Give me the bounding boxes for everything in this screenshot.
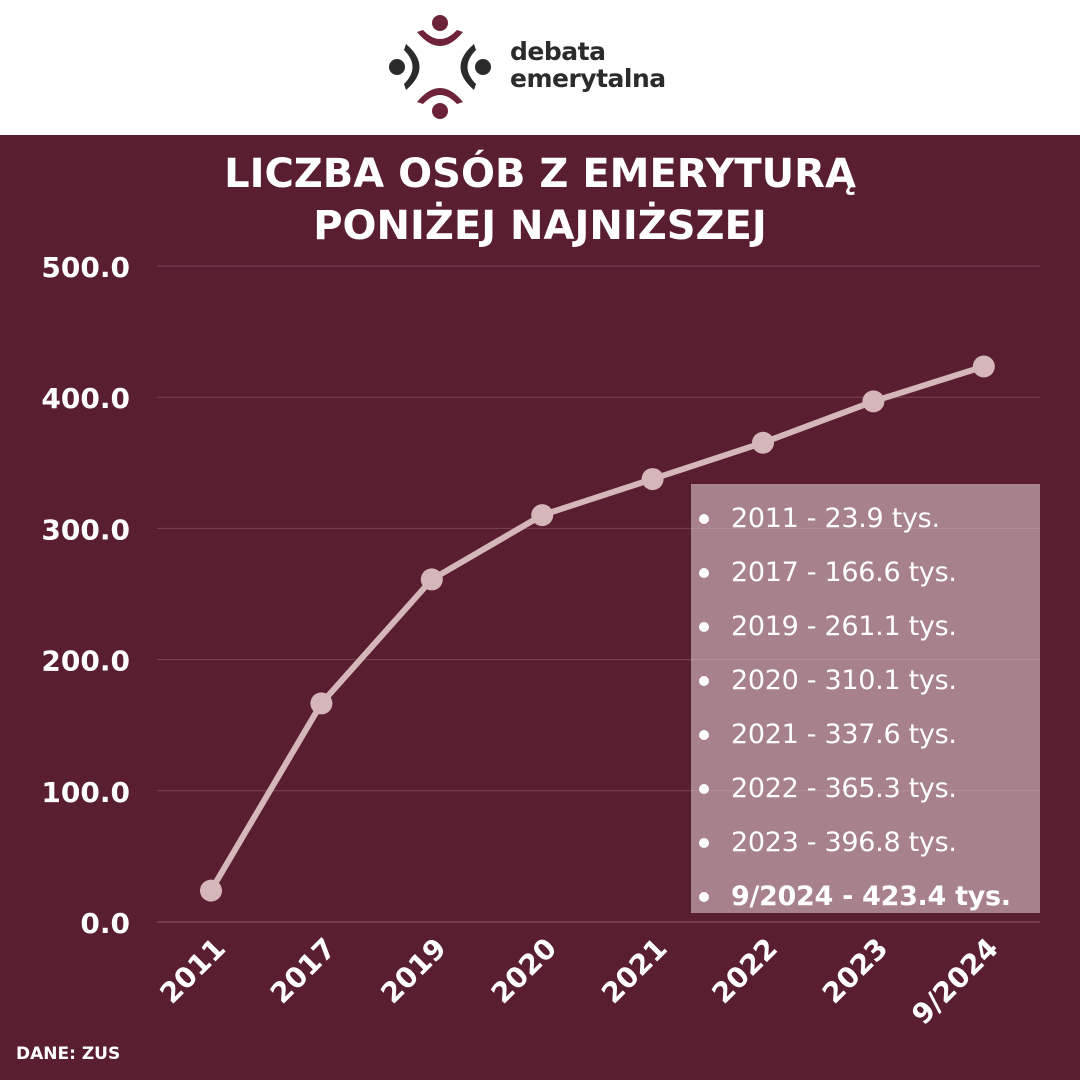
x-tick-label: 2017 <box>264 932 342 1010</box>
data-point <box>972 355 995 378</box>
legend-item-label: 2019 - 261.1 tys. <box>731 611 957 642</box>
data-point <box>752 431 774 454</box>
bullet-icon <box>699 676 709 686</box>
legend-item: 9/2024 - 423.4 tys. <box>691 870 1040 924</box>
y-tick-label: 500.0 <box>41 251 130 284</box>
data-point <box>200 879 222 902</box>
legend-item: 2022 - 365.3 tys. <box>691 762 1040 816</box>
bullet-icon <box>699 892 709 902</box>
brand-name-line1: debata <box>510 37 606 66</box>
header-bar: debata emerytalna <box>0 0 1080 135</box>
brand-name-line2: emerytalna <box>510 64 666 93</box>
legend-item-label: 2021 - 337.6 tys. <box>731 719 957 750</box>
series-line <box>208 363 987 894</box>
data-legend-box: 2011 - 23.9 tys. 2017 - 166.6 tys. 2019 - … <box>691 484 1040 913</box>
bullet-icon <box>699 514 709 524</box>
brand-name: debata emerytalna <box>510 38 666 92</box>
bullet-icon <box>699 730 709 740</box>
x-tick-label: 2023 <box>816 932 894 1010</box>
legend-item: 2017 - 166.6 tys. <box>691 546 1040 600</box>
x-tick-label: 2019 <box>374 932 452 1010</box>
legend-item: 2020 - 310.1 tys. <box>691 654 1040 708</box>
chart-title: LICZBA OSÓB Z EMERYTURĄ PONIŻEJ NAJNIŻSZ… <box>0 148 1080 252</box>
bullet-icon <box>699 568 709 578</box>
legend-item-label: 2020 - 310.1 tys. <box>731 665 957 696</box>
x-tick-label: 9/2024 <box>905 932 1004 1031</box>
y-tick-label: 0.0 <box>80 907 130 940</box>
legend-item-label: 2011 - 23.9 tys. <box>731 503 940 534</box>
legend-item: 2011 - 23.9 tys. <box>691 492 1040 546</box>
x-tick-label: 2021 <box>595 932 673 1010</box>
x-tick-label: 2011 <box>154 932 232 1010</box>
x-tick-label: 2020 <box>485 932 563 1010</box>
bullet-icon <box>699 784 709 794</box>
data-point <box>420 568 443 591</box>
four-people-circle-icon <box>389 15 491 119</box>
data-point <box>531 504 554 527</box>
y-tick-label: 300.0 <box>41 513 130 546</box>
legend-item: 2019 - 261.1 tys. <box>691 600 1040 654</box>
y-tick-label: 200.0 <box>41 645 130 678</box>
bullet-icon <box>699 838 709 848</box>
data-point <box>641 468 664 491</box>
y-tick-label: 100.0 <box>41 776 130 809</box>
legend-item: 2021 - 337.6 tys. <box>691 708 1040 762</box>
y-tick-label: 400.0 <box>41 382 130 415</box>
legend-item-label: 2017 - 166.6 tys. <box>731 557 957 588</box>
data-source: DANE: ZUS <box>16 1044 121 1064</box>
legend-item-label: 2022 - 365.3 tys. <box>731 773 957 804</box>
chart-title-line1: LICZBA OSÓB Z EMERYTURĄ <box>224 151 856 197</box>
legend-item-label: 2023 - 396.8 tys. <box>731 827 957 858</box>
x-tick-label: 2022 <box>706 932 784 1010</box>
data-point <box>310 692 333 715</box>
data-point <box>862 390 885 413</box>
legend-item: 2023 - 396.8 tys. <box>691 816 1040 870</box>
chart-title-line2: PONIŻEJ NAJNIŻSZEJ <box>313 203 767 249</box>
bullet-icon <box>699 622 709 632</box>
legend-item-label: 9/2024 - 423.4 tys. <box>731 881 1011 912</box>
